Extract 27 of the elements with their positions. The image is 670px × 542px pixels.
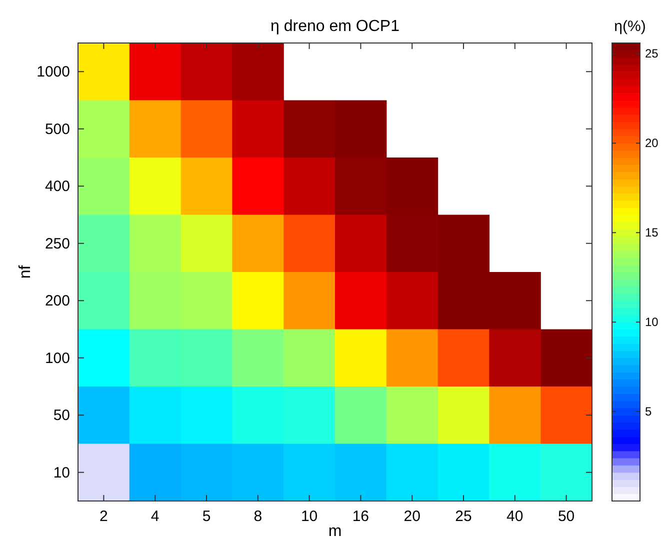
x-tick-label: 4	[150, 508, 160, 525]
x-tick-label: 5	[202, 508, 211, 525]
y-tick-label: 10	[53, 464, 70, 482]
y-tick-label: 100	[44, 350, 70, 367]
chart-title: η dreno em OCP1	[270, 18, 400, 35]
y-axis-title: nf	[17, 264, 34, 279]
x-tick-label: 20	[404, 508, 420, 525]
y-tick-label: 50	[53, 407, 70, 424]
x-tick-label: 10	[300, 508, 318, 525]
color-bar-label: 10	[645, 315, 659, 330]
color-bar-label: 15	[645, 226, 659, 240]
x-tick-label: 40	[506, 508, 524, 525]
y-tick-label: 1000	[36, 64, 70, 81]
y-tick-label: 250	[44, 235, 70, 252]
y-tick-label: 500	[44, 120, 70, 138]
color-bar-label: 20	[645, 136, 659, 150]
color-bar-label: 25	[645, 46, 659, 61]
y-tick-label: 400	[44, 178, 70, 196]
x-tick-label: 25	[455, 508, 472, 525]
color-bar-label: 5	[645, 404, 652, 419]
x-axis-title: m	[328, 523, 342, 540]
x-tick-label: 50	[558, 508, 575, 525]
color-bar-title: η(%)	[614, 18, 646, 35]
x-tick-label: 16	[352, 508, 370, 525]
x-tick-label: 2	[100, 508, 108, 525]
x-tick-label: 8	[254, 508, 262, 525]
y-tick-label: 200	[44, 292, 70, 310]
